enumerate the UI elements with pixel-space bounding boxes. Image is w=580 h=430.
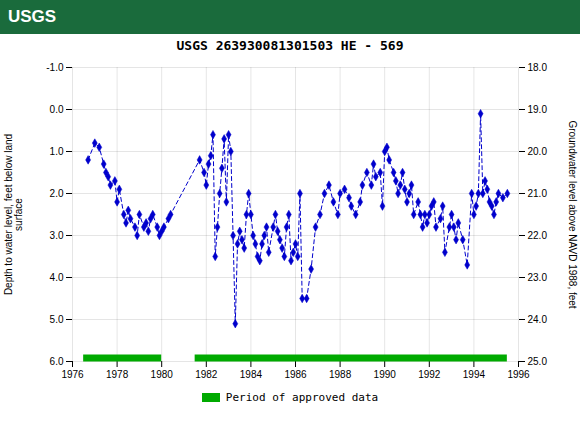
svg-text:1996: 1996 bbox=[507, 369, 530, 380]
svg-text:1992: 1992 bbox=[418, 369, 441, 380]
svg-text:23.0: 23.0 bbox=[528, 272, 548, 283]
svg-text:25.0: 25.0 bbox=[528, 356, 548, 367]
svg-text:1978: 1978 bbox=[106, 369, 129, 380]
svg-text:1980: 1980 bbox=[151, 369, 174, 380]
svg-text:1988: 1988 bbox=[329, 369, 352, 380]
svg-text:1990: 1990 bbox=[374, 369, 397, 380]
svg-text:22.0: 22.0 bbox=[528, 230, 548, 241]
svg-text:5.0: 5.0 bbox=[50, 314, 64, 325]
svg-text:18.0: 18.0 bbox=[528, 62, 548, 73]
svg-text:19.0: 19.0 bbox=[528, 104, 548, 115]
svg-text:Groundwater level above NAVD 1: Groundwater level above NAVD 1988, feet bbox=[567, 120, 578, 308]
svg-text:3.0: 3.0 bbox=[50, 230, 64, 241]
svg-text:Depth to water level, feet bel: Depth to water level, feet below landsur… bbox=[3, 134, 24, 295]
svg-text:24.0: 24.0 bbox=[528, 314, 548, 325]
svg-text:1994: 1994 bbox=[463, 369, 486, 380]
svg-text:6.0: 6.0 bbox=[50, 356, 64, 367]
svg-text:2.0: 2.0 bbox=[50, 188, 64, 199]
svg-text:20.0: 20.0 bbox=[528, 146, 548, 157]
html-text:USGS: USGS bbox=[8, 7, 57, 26]
html-text:USGS 263930081301503 HE - 569: USGS 263930081301503 HE - 569 bbox=[176, 38, 404, 53]
svg-text:1976: 1976 bbox=[61, 369, 84, 380]
svg-text:1984: 1984 bbox=[240, 369, 263, 380]
html-text:Period of approved data: Period of approved data bbox=[225, 391, 379, 404]
svg-text:4.0: 4.0 bbox=[50, 272, 64, 283]
svg-text:-1.0: -1.0 bbox=[46, 62, 64, 73]
svg-text:1.0: 1.0 bbox=[50, 146, 64, 157]
svg-text:1982: 1982 bbox=[195, 369, 218, 380]
svg-text:0.0: 0.0 bbox=[50, 104, 64, 115]
svg-text:1986: 1986 bbox=[284, 369, 307, 380]
svg-text:21.0: 21.0 bbox=[528, 188, 548, 199]
